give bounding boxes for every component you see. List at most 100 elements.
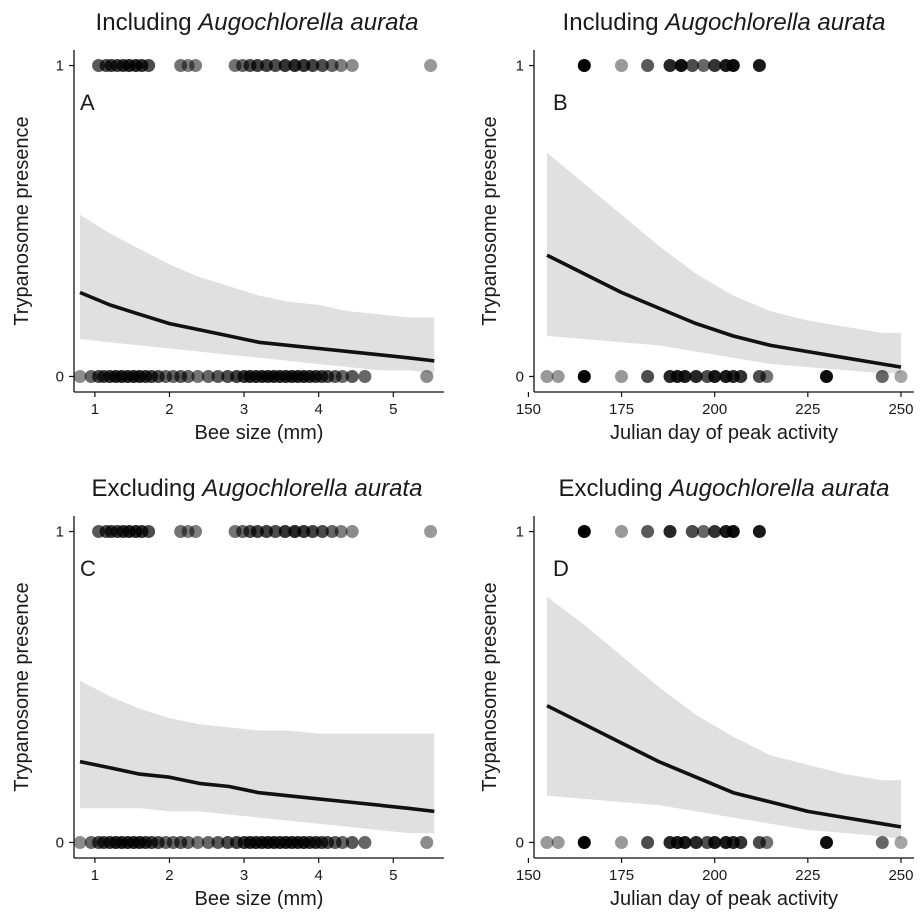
confidence-ribbon — [547, 152, 901, 374]
data-point — [325, 525, 339, 538]
data-point — [551, 370, 565, 383]
panel-title: Excluding Augochlorella aurata — [559, 475, 890, 502]
data-point — [288, 525, 302, 538]
x-tick-label: 2 — [165, 401, 173, 418]
data-point — [708, 836, 722, 849]
x-tick-label: 3 — [240, 867, 248, 884]
panel-a: 1 2 3 4 5 0 1 Bee size (mm) Trypanosome presence… — [11, 9, 444, 444]
data-point — [315, 525, 329, 538]
data-point — [336, 370, 349, 383]
data-point — [734, 836, 748, 849]
x-tick-label: 4 — [315, 867, 323, 884]
panel-letter: A — [80, 90, 95, 115]
data-point — [540, 370, 554, 383]
panel-title-prefix: Excluding — [92, 475, 203, 502]
data-point — [734, 370, 748, 383]
x-axis-label: Julian day of peak activity — [610, 422, 838, 444]
confidence-ribbon — [547, 596, 901, 840]
x-tick-label: 150 — [516, 867, 541, 884]
panel-title-prefix: Including — [96, 9, 199, 36]
fitted-curve — [546, 704, 902, 829]
panel-letter: D — [553, 556, 569, 581]
y-tick-label: 1 — [516, 524, 524, 541]
x-tick-label: 3 — [240, 401, 248, 418]
data-point — [641, 836, 655, 849]
data-point — [221, 370, 235, 383]
panel-letter: B — [553, 90, 568, 115]
fitted-curve — [79, 290, 435, 363]
x-tick-label: 5 — [389, 401, 397, 418]
data-point — [540, 836, 554, 849]
data-point — [685, 59, 699, 72]
fitted-curve — [546, 253, 902, 369]
data-point — [251, 59, 264, 72]
data-point — [189, 525, 203, 538]
data-point — [641, 59, 655, 72]
x-tick-label: 2 — [165, 867, 173, 884]
panel-d: 150 175 200 225 250 0 1 Julian day of peak acti… — [479, 475, 914, 910]
data-point — [752, 525, 766, 538]
data-point — [894, 836, 908, 849]
data-point — [142, 525, 156, 538]
x-tick-label: 4 — [315, 401, 323, 418]
data-point — [268, 525, 282, 538]
data-point — [189, 59, 203, 72]
x-tick-label: 175 — [609, 401, 634, 418]
panel-title-species: Augochlorella aurata — [200, 475, 422, 502]
data-point — [678, 836, 692, 849]
panel-title: Including Augochlorella aurata — [96, 9, 419, 36]
data-point — [424, 525, 438, 538]
panel-title: Excluding Augochlorella aurata — [92, 475, 423, 502]
data-point — [760, 836, 774, 849]
data-point — [577, 836, 591, 849]
data-point — [615, 836, 628, 849]
data-point — [894, 370, 908, 383]
data-point — [288, 59, 302, 72]
x-tick-label: 150 — [516, 401, 541, 418]
data-point — [334, 59, 348, 72]
x-tick-label: 225 — [795, 401, 820, 418]
data-point — [306, 525, 320, 538]
data-point — [752, 59, 766, 72]
data-point — [201, 836, 215, 849]
data-point — [615, 59, 628, 72]
data-points — [73, 59, 438, 383]
y-tick-label: 0 — [56, 834, 64, 851]
data-point — [678, 370, 692, 383]
x-axis-label: Bee size (mm) — [195, 422, 324, 444]
data-point — [726, 525, 740, 538]
data-point — [577, 59, 591, 72]
data-point — [260, 59, 273, 72]
data-point — [315, 59, 329, 72]
panel-title-species: Augochlorella aurata — [663, 9, 885, 36]
data-point — [181, 370, 195, 383]
data-point — [142, 59, 156, 72]
confidence-ribbon — [80, 214, 435, 374]
x-axis-label: Bee size (mm) — [195, 888, 324, 910]
data-point — [641, 525, 655, 538]
y-tick-label: 1 — [516, 58, 524, 75]
data-point — [345, 59, 359, 72]
data-point — [689, 370, 703, 383]
y-axis-label: Trypanosome presence — [11, 582, 33, 791]
y-axis-label: Trypanosome presence — [11, 116, 33, 325]
data-point — [297, 59, 311, 72]
data-point — [334, 525, 348, 538]
data-point — [358, 836, 372, 849]
data-point — [191, 370, 205, 383]
data-point — [663, 525, 677, 538]
data-point — [697, 59, 710, 72]
data-point — [325, 59, 339, 72]
data-point — [268, 59, 282, 72]
data-point — [551, 836, 565, 849]
x-tick-label: 1 — [91, 401, 99, 418]
data-point — [420, 370, 434, 383]
data-point — [708, 525, 722, 538]
panel-title-prefix: Excluding — [559, 475, 670, 502]
data-point — [336, 836, 349, 849]
data-point — [577, 525, 591, 538]
data-points — [540, 59, 908, 383]
data-point — [251, 525, 264, 538]
data-point — [278, 59, 292, 72]
